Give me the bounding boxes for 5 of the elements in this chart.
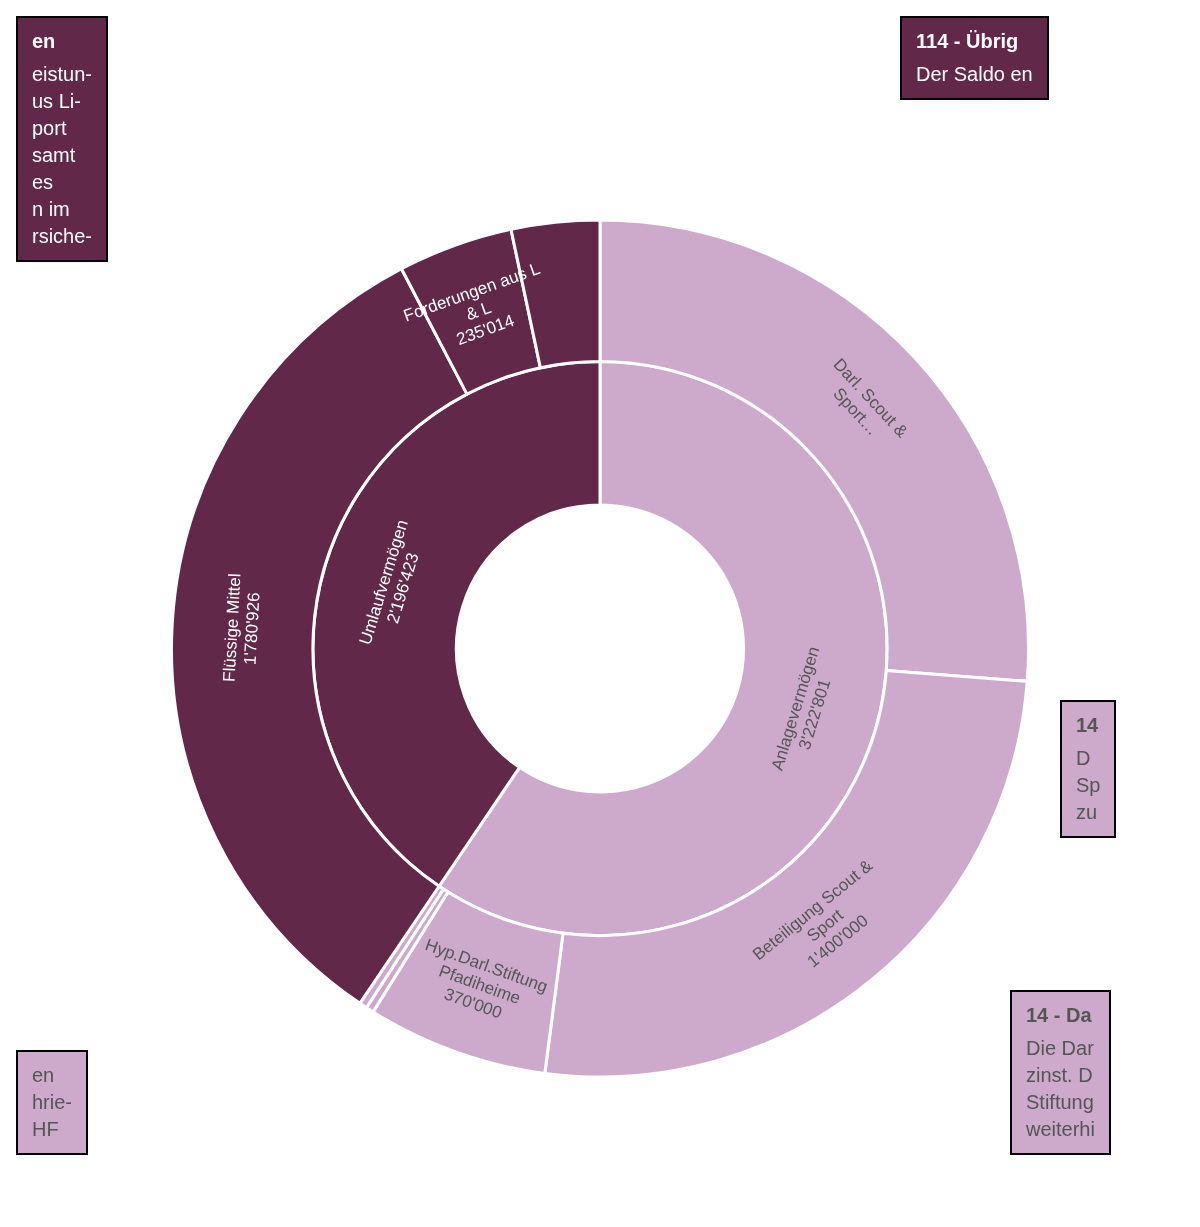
text: 14 D Sp zu	[1060, 700, 1117, 838]
text: en hrie- HF	[16, 1050, 89, 1155]
text: 114 - Übrig Der Saldo en	[900, 16, 1049, 100]
text: en eistun- us Li- port samt es n im rsiche-	[16, 16, 109, 262]
text: 14 - Da Die Dar zinst. D Stiftung weiterhi	[1010, 990, 1111, 1155]
